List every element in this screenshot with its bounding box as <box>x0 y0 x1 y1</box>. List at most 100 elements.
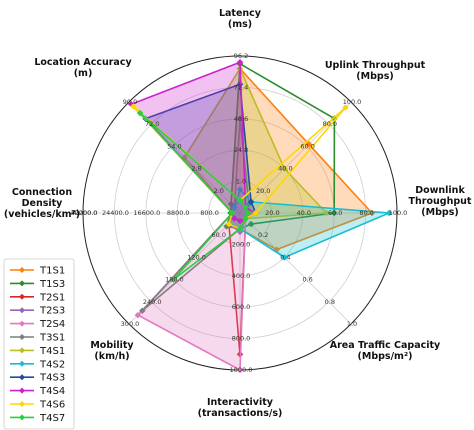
legend-label: T4S1 <box>39 346 65 357</box>
tick-label: 180.0 <box>165 276 184 284</box>
tick-label: 72.4 <box>234 83 248 91</box>
legend-label: T2S3 <box>39 306 65 317</box>
legend-marker <box>19 334 25 340</box>
data-point <box>231 204 238 211</box>
tick-label: 0.4 <box>280 253 290 261</box>
tick-label: 0.6 <box>302 276 312 284</box>
tick-label: 90.0 <box>123 98 137 106</box>
data-point <box>231 215 238 222</box>
tick-label: 120.0 <box>187 253 206 261</box>
tick-label: 1000.0 <box>230 366 253 374</box>
axis-title: Interactivity (transactions/s) <box>198 397 283 419</box>
tick-label: 80.0 <box>359 209 373 217</box>
legend-marker <box>19 347 25 354</box>
tick-label: 20.0 <box>265 209 279 217</box>
tick-label: 2.0 <box>214 187 224 195</box>
axis-spoke <box>239 101 352 214</box>
data-point <box>242 215 249 222</box>
legend-label: T1S1 <box>39 266 65 277</box>
tick-label: 800.0 <box>232 335 251 343</box>
tick-label: 200.0 <box>232 240 251 248</box>
tick-label: 8800.0 <box>167 209 190 217</box>
legend-item: T4S1 <box>10 346 65 357</box>
legend-label: T4S7 <box>39 413 65 424</box>
tick-label: 100.0 <box>389 209 408 217</box>
legend-item: T4S7 <box>10 413 65 424</box>
tick-label: 60.0 <box>212 231 226 239</box>
data-point <box>236 217 244 225</box>
tick-label: 400.0 <box>232 272 251 280</box>
data-point <box>305 140 313 148</box>
data-point <box>138 307 146 315</box>
data-point <box>244 209 252 217</box>
legend-label: T3S1 <box>39 333 65 344</box>
data-point <box>236 225 244 233</box>
legend-marker <box>19 360 25 367</box>
data-point <box>130 103 137 110</box>
data-point <box>236 58 244 66</box>
data-point <box>247 198 255 206</box>
legend-item: T1S1 <box>10 266 65 277</box>
data-point <box>236 366 244 374</box>
tick-label: 100.0 <box>343 98 362 106</box>
axis-title: Connection Density (vehicles/km²) <box>4 187 80 220</box>
tick-label: 0.2 <box>258 231 268 239</box>
data-point <box>281 165 288 172</box>
tick-label: 40.0 <box>278 165 292 173</box>
tick-label: 60.0 <box>328 209 342 217</box>
legend-marker <box>19 280 25 287</box>
tick-label: 2.8 <box>191 165 201 173</box>
data-point <box>252 209 260 217</box>
data-point <box>236 186 244 193</box>
data-point <box>247 220 255 228</box>
legend-item: T3S1 <box>10 333 65 344</box>
axis-title: Latency (ms) <box>219 8 262 30</box>
legend-item: T4S2 <box>10 359 65 370</box>
axis-title: Location Accuracy (m) <box>34 57 132 79</box>
series-t4s7 <box>136 109 252 283</box>
tick-label: 24400.0 <box>102 209 129 217</box>
legend-label: T4S4 <box>39 386 65 397</box>
legend-item: T4S6 <box>10 400 65 411</box>
data-point <box>330 209 338 217</box>
legend-label: T4S2 <box>39 359 65 370</box>
tick-label: 1.0 <box>347 320 357 328</box>
legend-label: T2S4 <box>39 319 65 330</box>
data-point <box>242 204 249 211</box>
legend-marker <box>19 307 25 314</box>
legend-marker <box>19 414 25 421</box>
tick-label: 24.8 <box>234 146 248 154</box>
axis-titles: Latency (ms) Uplink Throughput (Mbps) Downli… <box>4 8 472 419</box>
legend-marker <box>19 293 25 300</box>
data-point <box>385 209 393 217</box>
data-point <box>228 209 236 217</box>
tick-label: 72.0 <box>145 120 159 128</box>
data-point <box>170 276 177 283</box>
data-point <box>281 254 288 261</box>
data-point <box>236 197 244 204</box>
tick-label: 80.0 <box>323 120 337 128</box>
legend-item: T1S3 <box>10 279 65 290</box>
tick-label: 240.0 <box>143 298 162 306</box>
data-point <box>225 220 233 228</box>
data-point <box>134 311 142 319</box>
legend-marker <box>19 374 25 381</box>
tick-label: 32200.0 <box>71 209 98 217</box>
tick-label: 40000.0 <box>71 209 98 217</box>
legend-label: T2S1 <box>39 292 65 303</box>
legend-box <box>3 258 75 430</box>
legend-marker <box>19 401 25 407</box>
tick-label: 60.0 <box>300 142 314 150</box>
legend-item: T4S4 <box>10 386 65 397</box>
tick-label: 600.0 <box>232 303 251 311</box>
legend-item: T2S1 <box>10 292 65 303</box>
series-layer <box>127 58 393 374</box>
tick-label: 96.2 <box>234 52 248 60</box>
legend-item: T4S3 <box>10 373 65 384</box>
data-point <box>342 104 349 111</box>
legend-label: T1S3 <box>39 279 65 290</box>
legend-marker <box>19 267 25 273</box>
tick-label: 1.0 <box>236 178 246 186</box>
data-point <box>322 209 330 217</box>
legend-item: T2S3 <box>10 306 65 317</box>
